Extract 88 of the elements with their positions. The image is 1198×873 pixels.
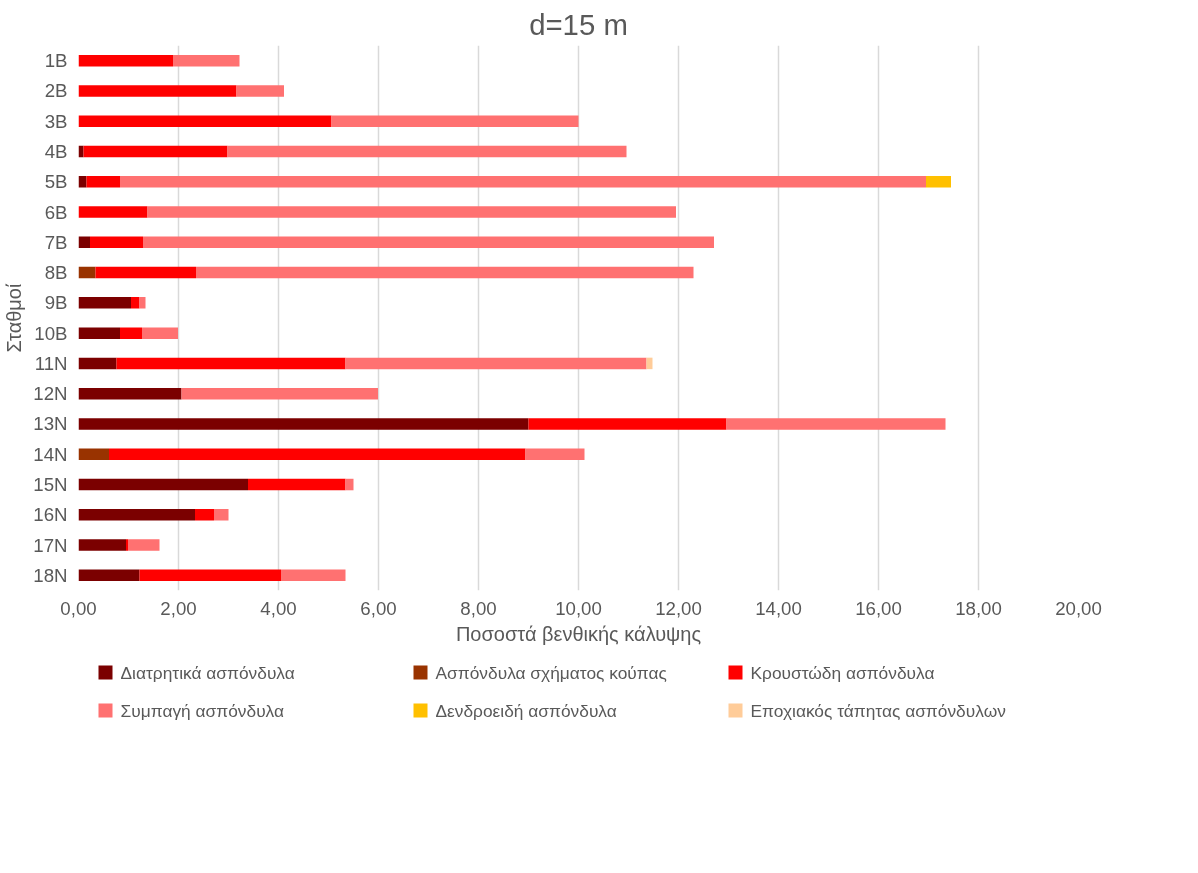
bar [78, 266, 96, 279]
bar [345, 478, 354, 491]
y-tick-label: 6B [44, 201, 68, 223]
y-tick-label: 2B [44, 80, 68, 102]
y-tick-label: 11N [34, 352, 68, 374]
bar [109, 448, 526, 460]
bar [78, 54, 173, 67]
y-tick-label: 9B [44, 292, 68, 314]
bar [139, 569, 281, 582]
bar [78, 357, 117, 370]
y-tick-label: 8B [44, 262, 68, 284]
x-tick-label: 4,00 [260, 597, 297, 619]
bar [78, 176, 87, 188]
y-axis-title: Σταθμοί [3, 283, 26, 353]
legend-label: Ασπόνδυλα σχήματος κούπας [435, 662, 667, 683]
bar [78, 115, 332, 127]
x-axis-title: Ποσοστά βενθικής κάλυψης [455, 622, 702, 645]
bar [78, 327, 120, 339]
x-tick-label: 8,00 [460, 597, 497, 619]
bar [78, 448, 109, 460]
bar [181, 387, 378, 400]
bar [236, 85, 284, 97]
y-tick-label: 10B [34, 322, 68, 344]
y-tick-label: 13N [33, 413, 68, 435]
bar [78, 145, 84, 158]
legend-label: Εποχιακός τάπητας ασπόνδυλων [750, 700, 1006, 721]
chart-title: d=15 m [529, 7, 628, 41]
y-tick-label: 15N [33, 474, 68, 496]
bar [86, 176, 120, 188]
x-tick-label: 10,00 [555, 597, 602, 619]
bar [147, 206, 676, 218]
x-tick-label: 14,00 [755, 597, 802, 619]
bar [78, 206, 148, 218]
legend-label: Συμπαγή ασπόνδυλα [120, 700, 285, 721]
bar [90, 236, 143, 249]
bar [173, 54, 240, 67]
y-tick-label: 1B [44, 50, 68, 72]
bar [331, 115, 579, 127]
bar [78, 297, 131, 309]
y-tick-label: 12N [33, 383, 68, 405]
x-tick-label: 0,00 [60, 597, 97, 619]
bar [78, 387, 182, 400]
y-tick-label: 16N [33, 504, 68, 526]
bar [78, 478, 248, 491]
x-tick-label: 2,00 [160, 597, 197, 619]
bar [78, 418, 529, 430]
legend-label: Δενδροειδή ασπόνδυλα [435, 700, 617, 721]
x-tick-label: 16,00 [855, 597, 902, 619]
bar [120, 327, 142, 339]
bar [345, 357, 647, 370]
bar [281, 569, 346, 582]
bar [95, 266, 196, 279]
bar [78, 85, 237, 97]
bar [78, 539, 126, 551]
bar [143, 236, 714, 249]
bar [142, 327, 178, 339]
x-tick-label: 20,00 [1055, 597, 1102, 619]
y-tick-label: 17N [33, 534, 68, 556]
x-tick-label: 18,00 [955, 597, 1002, 619]
bar [926, 176, 951, 188]
y-tick-label: 7B [44, 231, 68, 253]
bar [78, 509, 195, 521]
bar [131, 297, 140, 309]
bar [78, 569, 140, 582]
x-tick-label: 6,00 [360, 597, 397, 619]
bar [83, 145, 228, 158]
y-tick-label: 5B [44, 171, 68, 193]
bar [120, 176, 926, 188]
bar [726, 418, 946, 430]
bar [139, 297, 146, 309]
bar [195, 509, 214, 521]
x-tick-label: 12,00 [655, 597, 702, 619]
y-tick-label: 18N [33, 564, 68, 586]
bar [128, 539, 160, 551]
bar [646, 357, 653, 370]
legend-label: Κρουστώδη ασπόνδυλα [750, 662, 935, 683]
y-tick-label: 3B [44, 110, 68, 132]
y-tick-label: 14N [33, 443, 68, 465]
bar [196, 266, 694, 279]
bar [248, 478, 346, 491]
bar [116, 357, 346, 370]
bar [528, 418, 727, 430]
legend-label: Διατρητικά ασπόνδυλα [120, 662, 295, 683]
bar [78, 236, 90, 249]
bar [525, 448, 585, 460]
bar [214, 509, 229, 521]
y-tick-label: 4B [44, 140, 68, 162]
bar [227, 145, 627, 158]
